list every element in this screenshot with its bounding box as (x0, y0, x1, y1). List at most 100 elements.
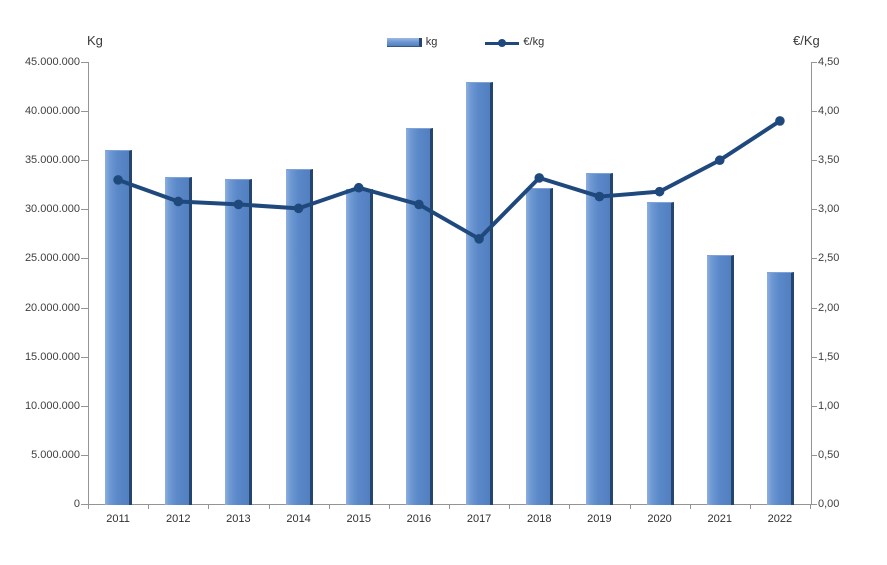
x-axis-tick-mark (689, 505, 691, 509)
right-axis-tick-label: 4,50 (818, 56, 840, 68)
x-axis-label: 2021 (707, 513, 732, 525)
right-axis-tick-label: 0,00 (818, 498, 840, 510)
x-axis-tick-mark (328, 505, 330, 509)
x-axis-label: 2019 (587, 513, 612, 525)
left-axis-tick-label: 0 (73, 498, 80, 510)
left-axis-title: Kg (87, 33, 103, 48)
left-axis-tick-mark (81, 504, 88, 505)
right-axis-tick-mark (811, 405, 817, 407)
left-axis-tick-mark (81, 160, 88, 162)
right-axis-title: €/Kg (793, 33, 820, 48)
plot-area (88, 62, 812, 505)
right-axis-tick-mark (811, 454, 817, 456)
x-axis-label: 2017 (466, 513, 492, 525)
left-axis-tick-label: 40.000.000 (24, 105, 80, 118)
x-axis-tick-mark (88, 505, 89, 509)
right-axis-tick-mark (811, 258, 817, 260)
right-axis-tick-mark (811, 504, 817, 505)
left-axis-tick-mark (81, 111, 88, 113)
right-axis-tick-label: 1,50 (818, 350, 840, 363)
left-axis-tick-label: 35.000.000 (24, 154, 80, 167)
right-axis-tick-mark (811, 111, 817, 113)
line-stroke (116, 118, 782, 241)
left-axis-tick-mark (81, 356, 88, 358)
x-axis-label: 2015 (346, 513, 371, 525)
x-axis-tick-mark (268, 505, 270, 509)
right-axis-tick-label: 3,50 (818, 154, 840, 167)
line-point-marker (775, 116, 785, 126)
right-axis-tick-label: 2,50 (818, 252, 840, 265)
line-point-marker (594, 191, 605, 202)
bar-2020 (646, 202, 674, 505)
left-axis-tick-label: 20.000.000 (24, 301, 80, 314)
x-axis-label: 2016 (406, 513, 432, 525)
x-axis-tick-mark (509, 505, 511, 509)
right-axis-tick-label: 4,00 (818, 105, 840, 118)
x-axis-tick-mark (148, 505, 150, 509)
x-axis-label: 2013 (226, 513, 251, 525)
legend: kg €/kg (22, 36, 887, 48)
x-axis-tick-mark (388, 505, 390, 509)
right-axis-tick-label: 0,50 (818, 448, 840, 461)
x-axis-tick-mark (569, 505, 571, 509)
line-point-marker (233, 199, 244, 210)
legend-line-marker-icon (498, 38, 507, 47)
legend-item-eur-per-kg: €/kg (485, 36, 544, 48)
right-axis-tick-mark (811, 209, 817, 211)
x-axis-label: 2011 (106, 513, 130, 525)
line-point-marker (353, 182, 364, 193)
bar-2011 (105, 150, 133, 505)
left-axis-tick-label: 10.000.000 (24, 399, 80, 412)
x-axis-label: 2012 (166, 513, 191, 525)
x-axis-label: 2022 (767, 513, 793, 525)
left-axis-tick-label: 15.000.000 (24, 350, 80, 363)
x-axis-label: 2014 (286, 513, 311, 525)
x-axis-tick-mark (810, 505, 811, 509)
eur-per-kg-line-series (113, 116, 785, 244)
line-point-marker (714, 155, 725, 166)
bar-2018 (526, 187, 554, 505)
left-axis-tick-label: 30.000.000 (24, 203, 80, 216)
bar-2014 (285, 169, 313, 505)
left-axis-tick-mark (81, 258, 88, 260)
legend-label-eur-per-kg: €/kg (523, 36, 545, 48)
bar-2012 (165, 176, 193, 505)
bar-2017 (466, 81, 494, 505)
line-point-marker (654, 186, 665, 197)
right-axis-tick-label: 3,00 (818, 203, 840, 216)
right-axis-tick-label: 2,00 (818, 301, 840, 314)
right-axis-tick-mark (811, 62, 817, 63)
x-axis-label: 2020 (647, 513, 672, 525)
legend-bar-swatch-icon (386, 37, 422, 47)
line-point-marker (414, 199, 424, 210)
left-axis-tick-mark (81, 62, 88, 63)
left-axis-tick-label: 25.000.000 (24, 252, 80, 265)
line-point-marker (113, 175, 123, 185)
x-axis-tick-mark (208, 505, 210, 509)
bar-2022 (766, 272, 794, 505)
bar-2013 (225, 178, 253, 505)
left-axis-tick-mark (81, 307, 88, 309)
x-axis-tick-mark (629, 505, 631, 509)
right-axis-tick-mark (811, 160, 817, 162)
line-point-marker (534, 173, 545, 183)
bar-2021 (706, 255, 734, 505)
line-point-marker (173, 196, 184, 207)
bar-2019 (586, 172, 614, 505)
legend-item-kg: kg (386, 36, 438, 48)
line-point-marker (293, 203, 304, 214)
x-axis-tick-mark (449, 505, 450, 509)
right-axis-tick-mark (811, 356, 817, 358)
bar-2015 (345, 188, 373, 505)
right-axis-tick-mark (811, 307, 817, 309)
left-axis-tick-mark (81, 454, 88, 456)
x-axis-label: 2018 (527, 513, 552, 525)
left-axis-tick-label: 45.000.000 (24, 56, 80, 68)
left-axis-tick-label: 5.000.000 (31, 448, 80, 461)
left-axis-tick-mark (81, 209, 88, 211)
left-axis-tick-mark (81, 405, 88, 407)
bar-2016 (405, 127, 433, 505)
x-axis-tick-mark (749, 505, 751, 509)
legend-label-kg: kg (425, 36, 438, 48)
